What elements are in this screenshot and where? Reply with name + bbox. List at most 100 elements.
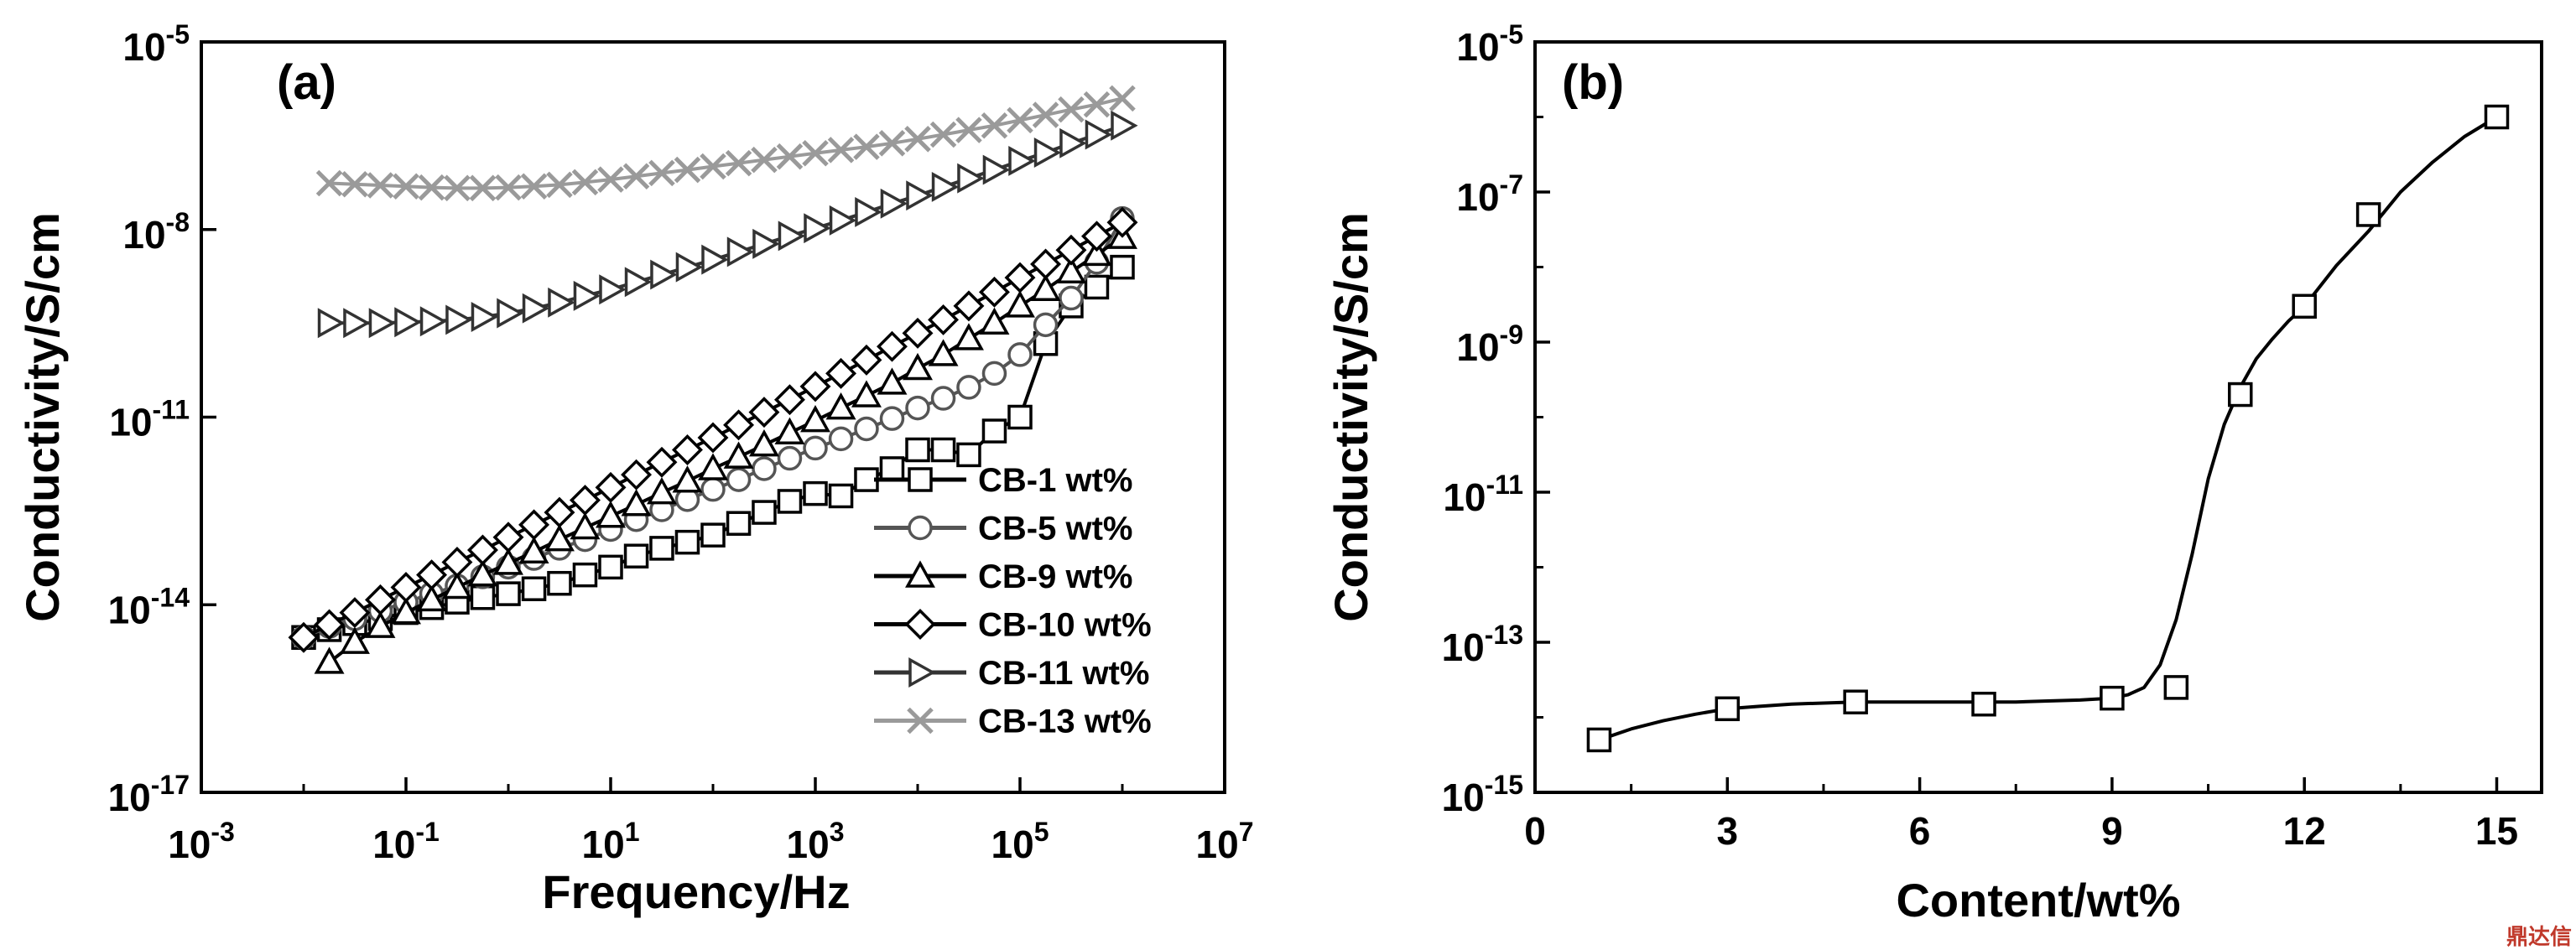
data-point bbox=[544, 523, 575, 552]
data-point bbox=[1083, 91, 1111, 118]
legend-marker bbox=[905, 560, 935, 588]
data-point bbox=[648, 159, 675, 187]
y-tick-label-b: 10-15 bbox=[1442, 770, 1523, 819]
y-tick-label-a-exponent: -5 bbox=[166, 19, 190, 49]
data-point bbox=[596, 501, 626, 528]
data-point bbox=[416, 559, 448, 591]
data-point bbox=[469, 174, 497, 202]
data-point bbox=[748, 397, 780, 428]
data-point bbox=[317, 308, 346, 339]
y-tick-label-a: 10-17 bbox=[108, 770, 190, 819]
panel-b-conductivity-vs-content: 0 3 6 9 12 1510-1510-1310-1110-910-710-5Conte… bbox=[1324, 19, 2543, 927]
x-tick-label-b: 3 bbox=[1717, 809, 1739, 853]
data-point bbox=[368, 308, 397, 339]
data-point bbox=[646, 446, 678, 478]
x-tick-label-b: 12 bbox=[2283, 809, 2326, 853]
data-point bbox=[339, 597, 371, 629]
data-point bbox=[598, 554, 623, 580]
y-tick-label-a-base: 10 bbox=[122, 25, 165, 69]
y-axis-title-a: Conductivity/S/cm bbox=[16, 212, 69, 622]
data-point bbox=[445, 304, 473, 335]
data-point bbox=[953, 323, 984, 350]
data-point bbox=[956, 375, 981, 400]
data-point bbox=[877, 367, 908, 395]
fit-curve bbox=[1598, 115, 2498, 742]
y-tick-label-a: 10-11 bbox=[109, 395, 190, 444]
data-point bbox=[1004, 262, 1036, 293]
panel-label-a: (a) bbox=[277, 55, 336, 110]
panel-a-conductivity-vs-frequency: 10-3 10-1 101 103 105 10710-1710-1410-1110-81… bbox=[16, 19, 1253, 918]
data-point bbox=[929, 121, 957, 148]
data-point bbox=[315, 169, 343, 197]
data-point bbox=[570, 511, 601, 540]
data-point bbox=[672, 465, 703, 493]
data-point bbox=[903, 352, 933, 381]
data-point bbox=[496, 581, 521, 606]
x-tick-label-b: 9 bbox=[2101, 809, 2123, 853]
data-point bbox=[649, 536, 674, 561]
y-tick-label-b-exponent: -15 bbox=[1485, 770, 1523, 800]
data-point bbox=[928, 339, 959, 366]
y-tick-label-a: 10-8 bbox=[122, 207, 190, 257]
data-point bbox=[623, 543, 649, 568]
x-tick-label-a-base: 10 bbox=[168, 823, 211, 866]
data-point bbox=[441, 546, 473, 578]
data-point bbox=[956, 442, 981, 468]
data-point bbox=[1080, 221, 1112, 252]
data-point bbox=[827, 137, 855, 164]
legend-label: CB-1 wt% bbox=[978, 462, 1132, 499]
x-tick-label-a-exponent: -1 bbox=[415, 817, 439, 847]
data-point bbox=[471, 302, 499, 332]
x-tick-label-a: 101 bbox=[582, 817, 640, 866]
data-point bbox=[622, 163, 650, 190]
legend-marker bbox=[907, 707, 934, 735]
y-tick-label-b-exponent: -11 bbox=[1486, 470, 1523, 500]
y-tick-label-a: 10-14 bbox=[108, 582, 190, 631]
data-point bbox=[2355, 202, 2381, 227]
data-point bbox=[394, 307, 422, 338]
data-point bbox=[671, 434, 703, 465]
y-tick-label-b-base: 10 bbox=[1456, 175, 1499, 219]
data-point bbox=[390, 571, 422, 603]
data-point bbox=[751, 146, 778, 174]
data-point bbox=[343, 308, 371, 339]
x-tick-label-a-exponent: 3 bbox=[830, 817, 845, 847]
x-tick-label-a: 10-3 bbox=[168, 817, 235, 866]
data-point bbox=[957, 163, 985, 194]
data-point bbox=[497, 298, 524, 329]
data-point bbox=[1033, 138, 1062, 168]
data-point bbox=[1106, 206, 1138, 238]
data-point bbox=[367, 172, 394, 199]
data-point bbox=[339, 626, 370, 654]
data-point bbox=[777, 489, 803, 514]
data-point bbox=[646, 476, 677, 505]
data-point bbox=[701, 244, 729, 275]
x-tick-label-a: 105 bbox=[991, 817, 1049, 866]
data-point bbox=[495, 174, 522, 201]
y-tick-label-b: 10-13 bbox=[1442, 620, 1523, 669]
data-point bbox=[700, 476, 726, 502]
data-point bbox=[595, 471, 627, 503]
x-tick-label-a-exponent: 1 bbox=[625, 817, 640, 847]
data-point bbox=[621, 459, 653, 491]
x-tick-label-b: 6 bbox=[1909, 809, 1931, 853]
data-point bbox=[2484, 104, 2510, 130]
data-point bbox=[546, 171, 573, 199]
data-point bbox=[829, 205, 857, 236]
data-point bbox=[391, 596, 421, 625]
data-point bbox=[441, 571, 472, 600]
y-tick-label-a-base: 10 bbox=[122, 213, 165, 257]
data-point bbox=[726, 467, 752, 492]
data-point bbox=[1111, 110, 1138, 141]
data-point bbox=[802, 139, 829, 167]
data-point bbox=[418, 174, 445, 201]
x-tick-label-a-exponent: 5 bbox=[1034, 817, 1049, 847]
data-point bbox=[569, 485, 601, 517]
y-tick-label-a-exponent: -11 bbox=[153, 395, 190, 425]
data-point bbox=[2228, 382, 2253, 408]
legend-marker bbox=[904, 609, 936, 640]
x-tick-label-a: 10-1 bbox=[372, 817, 440, 866]
data-point bbox=[492, 522, 524, 553]
y-tick-label-b-exponent: -5 bbox=[1500, 19, 1523, 49]
data-point bbox=[1007, 342, 1033, 367]
